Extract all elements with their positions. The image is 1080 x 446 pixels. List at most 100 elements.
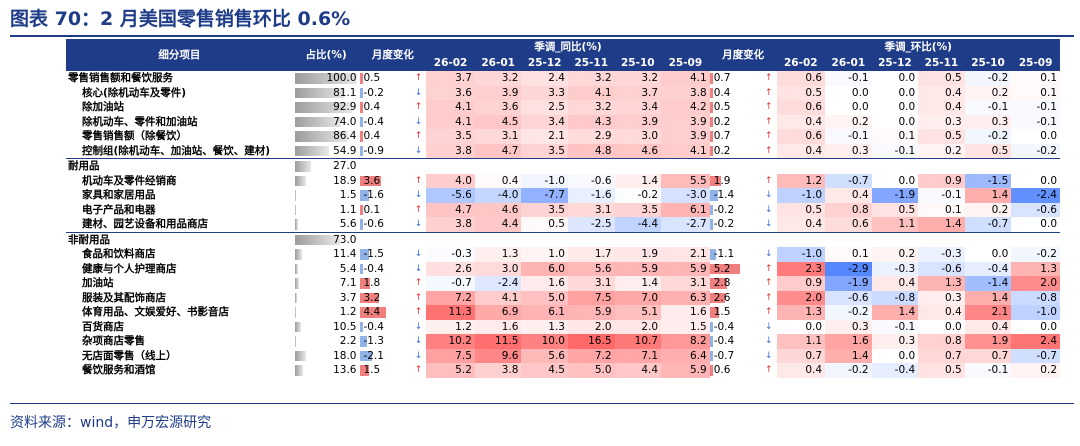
- share-bar: [294, 87, 345, 98]
- mom-value: 0.2: [918, 143, 965, 159]
- yoy-change-cell: 1.8 ↑: [359, 276, 427, 291]
- yoy-value: 5.9: [661, 261, 710, 276]
- share-cell: 7.1: [293, 276, 360, 291]
- mom-value: 0.0: [1040, 218, 1057, 230]
- yoy-value: 7.2: [567, 348, 615, 363]
- mom-change-cell: -0.2 ↓: [709, 217, 777, 232]
- arrow-up-icon: ↑: [764, 102, 773, 112]
- share-value: 54.9: [333, 144, 357, 157]
- yoy-value: 6.1: [661, 202, 710, 217]
- mom-value: 0.0: [898, 349, 916, 362]
- mom-value: 0.1: [871, 129, 919, 144]
- mom-value: 0.5: [964, 143, 1012, 159]
- arrow-down-icon: ↓: [764, 249, 773, 259]
- arrow-up-icon: ↑: [414, 131, 423, 141]
- change-bar: [709, 204, 713, 215]
- change-value: 0.7: [713, 72, 731, 84]
- row-label: 建材、园艺设备和用品商店: [82, 218, 208, 230]
- mom-value: 0.7: [918, 348, 965, 363]
- yoy-value: 4.1: [426, 100, 475, 115]
- yoy-value: [568, 159, 615, 174]
- row-label: 零售销售额和餐饮服务: [68, 72, 173, 84]
- yoy-value: 5.9: [614, 261, 662, 276]
- yoy-value: 3.2: [567, 100, 615, 115]
- table-row: 无店面零售（线上） 18.0 -2.1 ↓ 7.5 9.6 5.6 7.2 7.1 6.4 -0.7…: [66, 348, 1060, 364]
- yoy-value: 3.1: [661, 276, 710, 291]
- change-value: -1.5: [363, 248, 385, 260]
- arrow-up-icon: ↑: [414, 307, 423, 317]
- mom-value: 0.4: [918, 305, 965, 320]
- yoy-change-cell: 4.4 ↑: [359, 305, 427, 320]
- yoy-value: 1.7: [567, 247, 615, 262]
- mom-value: 0.6: [776, 100, 826, 115]
- share-cell: 18.0: [293, 349, 360, 364]
- table-row: 非耐用品 73.0: [66, 232, 1060, 247]
- yoy-value: 4.6: [614, 143, 662, 159]
- mom-value: 0.0: [1040, 174, 1057, 187]
- share-cell: 54.9: [293, 144, 360, 159]
- yoy-change-cell: 1.5 ↑: [359, 363, 427, 378]
- share-bar: [294, 350, 306, 361]
- change-value: -2.1: [363, 349, 385, 362]
- yoy-value: [615, 159, 662, 174]
- yoy-value: 3.8: [426, 143, 475, 159]
- arrow-up-icon: ↑: [764, 73, 773, 83]
- header-share: 占比(%): [292, 39, 360, 71]
- mom-value: 2.0: [1011, 276, 1060, 291]
- mom-value: 2.0: [776, 290, 826, 305]
- row-label: 除机动车、零件和加油站: [82, 115, 198, 128]
- share-value: 7.1: [339, 277, 357, 289]
- row-label: 家具和家居用品: [82, 189, 156, 201]
- share-value: 18.9: [333, 174, 357, 187]
- share-cell: 18.9: [293, 174, 360, 189]
- yoy-value: 5.2: [426, 363, 475, 378]
- mom-change-cell: -0.4 ↓: [709, 320, 777, 335]
- change-bar: [359, 102, 363, 113]
- yoy-value: -0.2: [614, 188, 662, 203]
- row-label: 无店面零售（线上）: [82, 349, 177, 362]
- table-body: 零售销售额和餐饮服务 100.0 0.5 ↑ 3.7 3.2 2.4 3.2 3.2 4.1 0.7…: [66, 71, 1060, 378]
- yoy-value: 6.3: [661, 290, 710, 305]
- yoy-value: 5.6: [567, 261, 615, 276]
- mom-value: 0.2: [964, 202, 1012, 217]
- mom-value: [965, 159, 1012, 174]
- change-value: 0.4: [713, 86, 731, 99]
- month-header-row: 26-02 26-01 25-12 25-11 25-10 25-09 26-02 26-01…: [66, 55, 1060, 71]
- arrow-up-icon: ↑: [764, 131, 773, 141]
- row-label: 核心(除机动车及零件): [82, 86, 187, 99]
- mom-value: -0.4: [964, 261, 1012, 276]
- mom-value: 0.9: [776, 276, 826, 291]
- change-value: 0.6: [713, 364, 731, 376]
- mom-value: -2.9: [825, 261, 872, 276]
- yoy-value: 10.0: [521, 334, 568, 349]
- mom-month-header: 25-10: [964, 55, 1012, 71]
- share-bar: [294, 204, 296, 215]
- mom-value: -0.1: [825, 71, 872, 86]
- mom-value: 1.1: [776, 334, 826, 349]
- change-value: -1.3: [363, 335, 385, 347]
- mom-value: 0.8: [918, 334, 965, 349]
- row-label: 控制组(除机动车、加油站、餐饮、建材): [82, 144, 271, 157]
- change-bar: [709, 131, 713, 142]
- row-label: 体育用品、文娱爱好、书影音店: [82, 306, 229, 318]
- change-value: -0.7: [713, 349, 735, 362]
- share-value: 11.4: [333, 248, 357, 260]
- yoy-value: 6.1: [521, 305, 568, 320]
- row-label: 百货商店: [82, 320, 124, 333]
- mom-value: -0.2: [825, 363, 872, 378]
- yoy-value: [661, 232, 710, 247]
- yoy-value: 4.1: [661, 71, 710, 86]
- mom-value: [1011, 159, 1060, 174]
- yoy-value: 7.5: [426, 348, 475, 363]
- share-value: 3.7: [339, 291, 357, 304]
- mom-value: -1.4: [964, 276, 1012, 291]
- change-value: -0.4: [363, 115, 385, 128]
- table-row: 零售销售额（除餐饮） 86.4 0.4 ↑ 3.5 3.1 2.1 2.9 3.0 3.9 0.7 ↑…: [66, 129, 1060, 144]
- arrow-up-icon: ↑: [414, 278, 423, 288]
- mom-change-cell: 2.6 ↑: [709, 291, 777, 306]
- mom-change-cell: 5.2 ↑: [709, 262, 777, 277]
- header-mom-change-2: 月度变化: [709, 39, 777, 71]
- yoy-value: 2.4: [521, 71, 568, 86]
- mom-value: 0.4: [776, 114, 826, 129]
- share-bar: [294, 278, 300, 289]
